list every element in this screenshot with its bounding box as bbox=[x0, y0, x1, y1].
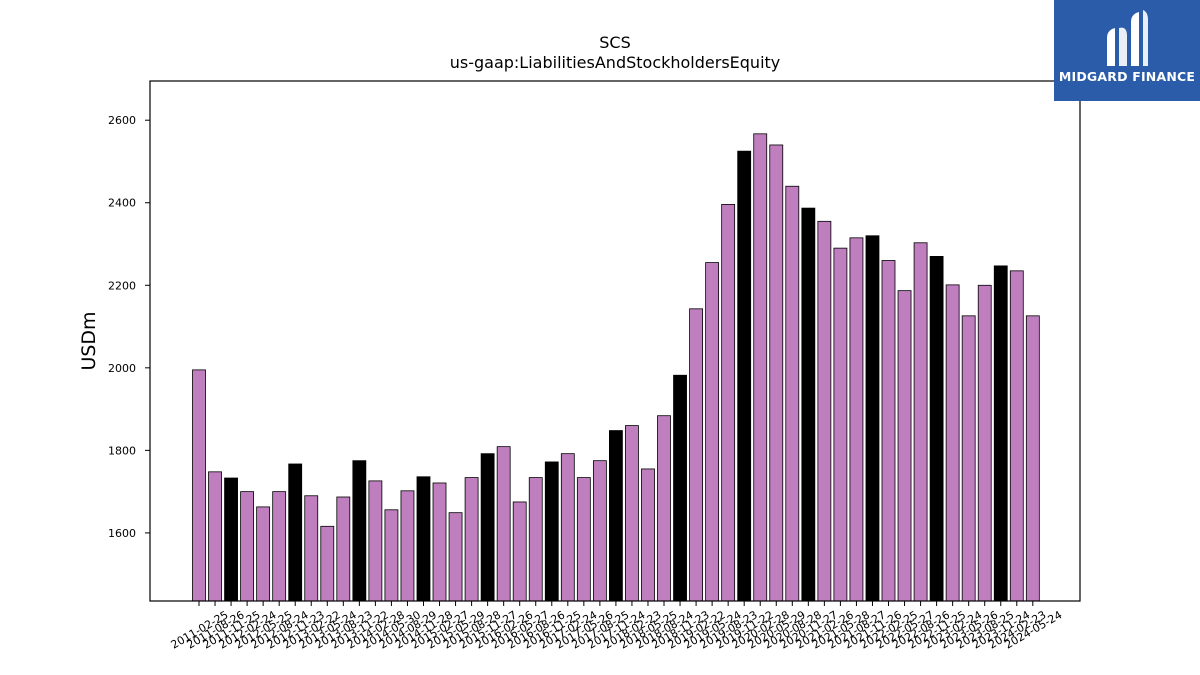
bar-2015-05-29 bbox=[464, 477, 479, 602]
bar-2020-05-29 bbox=[785, 185, 800, 602]
bar-2017-11-24 bbox=[625, 425, 639, 602]
y-tick-label: 1800 bbox=[108, 444, 136, 457]
y-tick-label: 2600 bbox=[108, 114, 136, 127]
bar-2016-05-27 bbox=[528, 477, 543, 602]
y-axis-ticks: 1600 1800 2000 2200 2400 2600 bbox=[108, 114, 150, 540]
bar-2024-02-23 bbox=[1025, 315, 1040, 602]
bar-2022-05-27 bbox=[913, 242, 928, 602]
y-tick-label: 2400 bbox=[108, 197, 136, 210]
bar-2023-05-26 bbox=[977, 284, 992, 602]
bar-2011-08-26 bbox=[224, 477, 238, 602]
bar-2021-11-26 bbox=[881, 260, 896, 602]
bar-2019-05-24 bbox=[721, 203, 736, 602]
chart-subtitle: us-gaap:LiabilitiesAndStockholdersEquity bbox=[450, 53, 781, 72]
bar-2014-02-28 bbox=[384, 509, 399, 602]
bar-2023-11-24 bbox=[1009, 270, 1024, 602]
bar-2012-11-23 bbox=[304, 495, 319, 602]
bar-2013-08-23 bbox=[352, 460, 367, 602]
bar-2016-02-26 bbox=[512, 501, 527, 602]
bar-2023-08-25 bbox=[993, 265, 1008, 602]
bar-2013-02-22 bbox=[320, 525, 335, 602]
bar-2016-08-26 bbox=[544, 461, 559, 602]
bar-2020-02-28 bbox=[769, 144, 784, 602]
y-tick-label: 1600 bbox=[108, 527, 136, 540]
y-tick-label: 2200 bbox=[108, 279, 136, 292]
bar-2012-05-25 bbox=[272, 491, 287, 602]
bar-2011-05-27 bbox=[208, 471, 222, 602]
bar-2015-08-28 bbox=[480, 453, 495, 602]
midgard-finance-logo: MIDGARD FINANCE bbox=[1054, 0, 1200, 101]
y-axis-label: USDm bbox=[78, 311, 100, 370]
bar-2018-11-23 bbox=[689, 308, 703, 602]
bar-2021-02-26 bbox=[833, 247, 848, 602]
bar-2014-11-28 bbox=[432, 482, 447, 602]
bar-2012-02-24 bbox=[256, 506, 271, 602]
bar-2020-11-27 bbox=[817, 220, 832, 602]
bar-2018-08-24 bbox=[673, 374, 687, 602]
logo-mark-icon bbox=[1107, 10, 1148, 67]
bar-2018-05-25 bbox=[657, 415, 671, 602]
bar-2017-05-26 bbox=[592, 460, 607, 602]
bar-2013-05-24 bbox=[336, 496, 351, 602]
bar-2014-05-30 bbox=[400, 490, 415, 602]
bar-2017-08-25 bbox=[609, 430, 623, 602]
bar-2011-11-25 bbox=[240, 491, 255, 602]
plot-frame bbox=[149, 80, 1081, 602]
logo-text: MIDGARD FINANCE bbox=[1058, 69, 1196, 84]
bar-2015-02-27 bbox=[448, 512, 463, 602]
bar-2022-11-25 bbox=[945, 284, 960, 602]
x-axis-ticks: 2011-02-252011-08-262011-11-252012-02-24… bbox=[169, 601, 1064, 652]
bar-2013-11-22 bbox=[368, 480, 383, 602]
bar-2019-02-22 bbox=[705, 262, 720, 602]
chart-title: SCS bbox=[599, 33, 630, 52]
bar-2016-11-25 bbox=[560, 453, 575, 602]
bar-2022-02-25 bbox=[897, 290, 912, 602]
bar-2022-08-26 bbox=[929, 255, 944, 602]
bar-2018-02-23 bbox=[641, 468, 655, 602]
bar-2019-11-22 bbox=[753, 133, 768, 602]
bar-2012-08-24 bbox=[288, 463, 303, 602]
bar-2019-08-23 bbox=[737, 150, 752, 602]
bar-2020-08-28 bbox=[801, 207, 816, 602]
bar-2014-08-29 bbox=[416, 476, 431, 602]
y-tick-label: 2000 bbox=[108, 362, 136, 375]
bar-2017-02-24 bbox=[576, 477, 591, 602]
bar-2023-02-24 bbox=[961, 315, 976, 602]
bar-2011-02-25 bbox=[192, 369, 206, 602]
bar-2021-08-27 bbox=[865, 235, 880, 602]
bar-2021-05-28 bbox=[849, 237, 864, 602]
bar-2015-11-27 bbox=[496, 446, 511, 602]
bars-group bbox=[192, 133, 1040, 602]
